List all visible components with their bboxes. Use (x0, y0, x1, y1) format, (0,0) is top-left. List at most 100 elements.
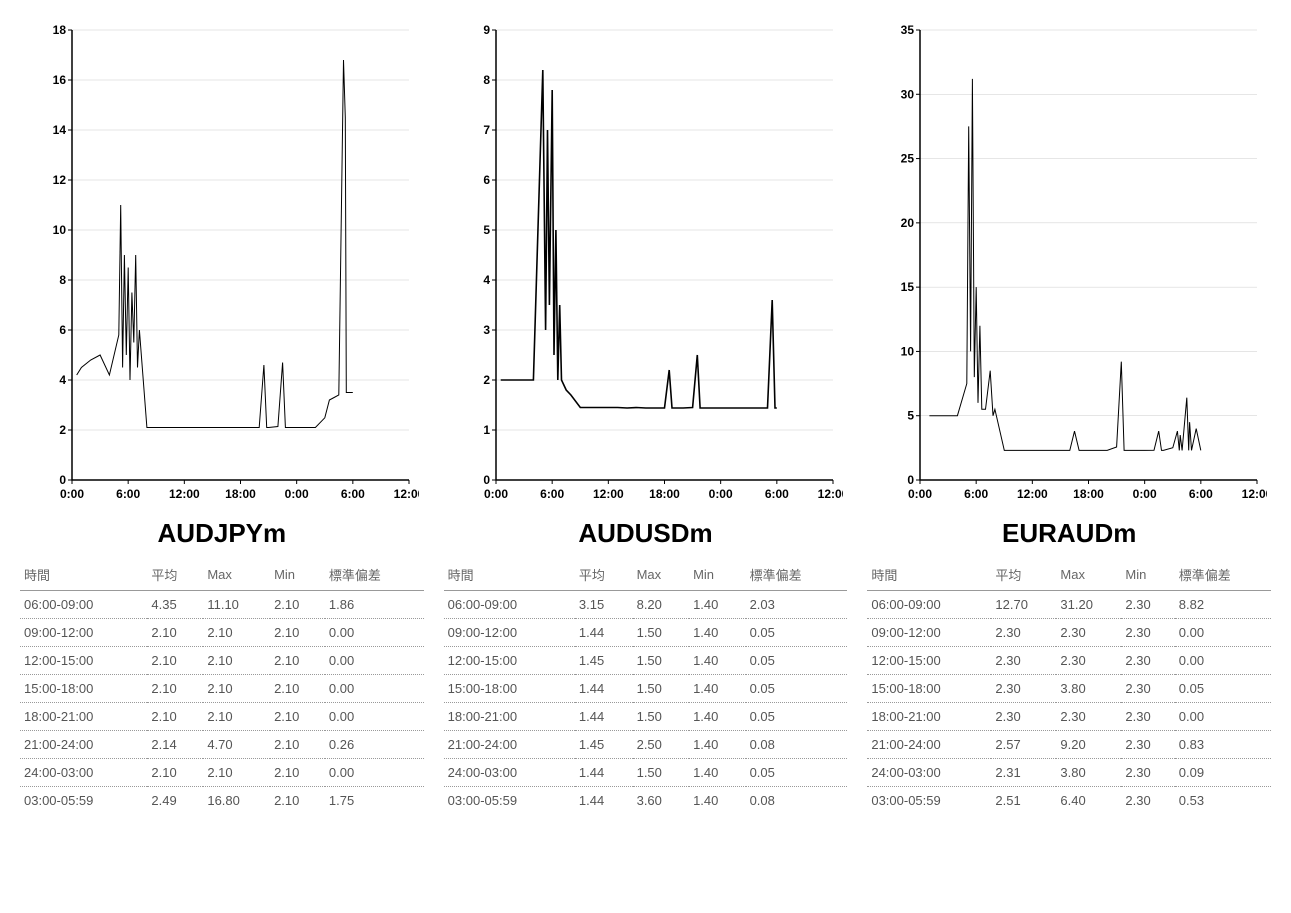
table-cell: 8.20 (633, 591, 689, 619)
table-cell: 2.30 (1121, 647, 1174, 675)
table-header-cell: 標準偏差 (746, 559, 848, 591)
svg-text:6:00: 6:00 (1188, 487, 1212, 501)
table-cell: 8.82 (1175, 591, 1271, 619)
table-row: 09:00-12:001.441.501.400.05 (444, 619, 848, 647)
table-header-cell: 標準偏差 (325, 559, 424, 591)
panels-row: 0246810121416180:006:0012:0018:000:006:0… (20, 20, 1271, 814)
panel: 01234567890:006:0012:0018:000:006:0012:0… (444, 20, 848, 814)
table-cell: 2.30 (1056, 703, 1121, 731)
svg-text:10: 10 (53, 223, 67, 237)
table-cell: 18:00-21:00 (867, 703, 991, 731)
table-cell: 03:00-05:59 (20, 787, 147, 815)
chart: 051015202530350:006:0012:0018:000:006:00… (872, 20, 1267, 510)
chart-title: AUDUSDm (578, 518, 712, 549)
svg-text:3: 3 (483, 323, 490, 337)
table-row: 03:00-05:591.443.601.400.08 (444, 787, 848, 815)
table-cell: 0.08 (746, 731, 848, 759)
table-cell: 2.49 (147, 787, 203, 815)
svg-text:6: 6 (483, 173, 490, 187)
table-cell: 2.30 (1121, 675, 1174, 703)
table-header-cell: Min (1121, 559, 1174, 591)
svg-text:6:00: 6:00 (964, 487, 988, 501)
table-cell: 21:00-24:00 (444, 731, 575, 759)
table-cell: 2.30 (1121, 759, 1174, 787)
series-line (929, 79, 1200, 451)
svg-text:20: 20 (900, 216, 914, 230)
svg-text:18:00: 18:00 (1073, 487, 1104, 501)
table-cell: 2.10 (270, 675, 325, 703)
table-cell: 3.60 (633, 787, 689, 815)
table-cell: 1.40 (689, 591, 745, 619)
svg-text:12:00: 12:00 (394, 487, 419, 501)
table-row: 03:00-05:592.4916.802.101.75 (20, 787, 424, 815)
table-row: 18:00-21:002.302.302.300.00 (867, 703, 1271, 731)
svg-text:0:00: 0:00 (908, 487, 932, 501)
table-cell: 2.10 (203, 619, 270, 647)
table-header-cell: 平均 (147, 559, 203, 591)
table-cell: 12:00-15:00 (20, 647, 147, 675)
chart: 0246810121416180:006:0012:0018:000:006:0… (24, 20, 419, 510)
table-cell: 2.50 (633, 731, 689, 759)
table-cell: 0.00 (1175, 619, 1271, 647)
table-cell: 4.70 (203, 731, 270, 759)
chart-title: EURAUDm (1002, 518, 1136, 549)
svg-text:15: 15 (900, 280, 914, 294)
table-header-cell: Max (633, 559, 689, 591)
svg-text:12:00: 12:00 (1241, 487, 1266, 501)
table-row: 24:00-03:001.441.501.400.05 (444, 759, 848, 787)
svg-text:2: 2 (483, 373, 490, 387)
table-cell: 18:00-21:00 (444, 703, 575, 731)
svg-text:0:00: 0:00 (285, 487, 309, 501)
table-cell: 2.30 (991, 619, 1056, 647)
svg-text:6:00: 6:00 (116, 487, 140, 501)
table-cell: 1.40 (689, 675, 745, 703)
table-cell: 1.45 (575, 731, 633, 759)
table-cell: 11.10 (203, 591, 270, 619)
table-cell: 1.44 (575, 619, 633, 647)
table-cell: 2.10 (270, 647, 325, 675)
table-cell: 31.20 (1056, 591, 1121, 619)
svg-text:0:00: 0:00 (60, 487, 84, 501)
table-cell: 1.75 (325, 787, 424, 815)
table-cell: 2.10 (270, 759, 325, 787)
svg-text:18:00: 18:00 (649, 487, 680, 501)
table-row: 03:00-05:592.516.402.300.53 (867, 787, 1271, 815)
table-cell: 0.05 (746, 619, 848, 647)
svg-text:25: 25 (900, 152, 914, 166)
svg-text:6: 6 (60, 323, 67, 337)
table-header-cell: Min (270, 559, 325, 591)
table-header-cell: Max (1056, 559, 1121, 591)
table-cell: 0.00 (325, 647, 424, 675)
table-cell: 1.44 (575, 787, 633, 815)
svg-text:14: 14 (53, 123, 67, 137)
table-cell: 2.10 (270, 703, 325, 731)
table-cell: 2.30 (991, 703, 1056, 731)
table-cell: 1.44 (575, 703, 633, 731)
table-row: 21:00-24:002.144.702.100.26 (20, 731, 424, 759)
table-cell: 2.10 (147, 619, 203, 647)
table-cell: 2.30 (1056, 647, 1121, 675)
table-cell: 21:00-24:00 (867, 731, 991, 759)
table-cell: 2.14 (147, 731, 203, 759)
table-header-cell: 平均 (991, 559, 1056, 591)
table-cell: 2.10 (203, 675, 270, 703)
table-cell: 2.30 (1121, 619, 1174, 647)
panel: 0246810121416180:006:0012:0018:000:006:0… (20, 20, 424, 814)
svg-text:10: 10 (900, 344, 914, 358)
svg-text:6:00: 6:00 (765, 487, 789, 501)
table-row: 21:00-24:002.579.202.300.83 (867, 731, 1271, 759)
table-row: 12:00-15:002.102.102.100.00 (20, 647, 424, 675)
table-cell: 1.40 (689, 619, 745, 647)
table-cell: 15:00-18:00 (444, 675, 575, 703)
table-cell: 0.09 (1175, 759, 1271, 787)
table-cell: 3.15 (575, 591, 633, 619)
svg-text:35: 35 (900, 23, 914, 37)
table-cell: 1.40 (689, 787, 745, 815)
svg-text:12: 12 (53, 173, 67, 187)
table-row: 15:00-18:001.441.501.400.05 (444, 675, 848, 703)
table-cell: 2.30 (991, 675, 1056, 703)
table-cell: 15:00-18:00 (867, 675, 991, 703)
svg-text:12:00: 12:00 (1017, 487, 1048, 501)
svg-text:5: 5 (907, 409, 914, 423)
svg-text:1: 1 (483, 423, 490, 437)
